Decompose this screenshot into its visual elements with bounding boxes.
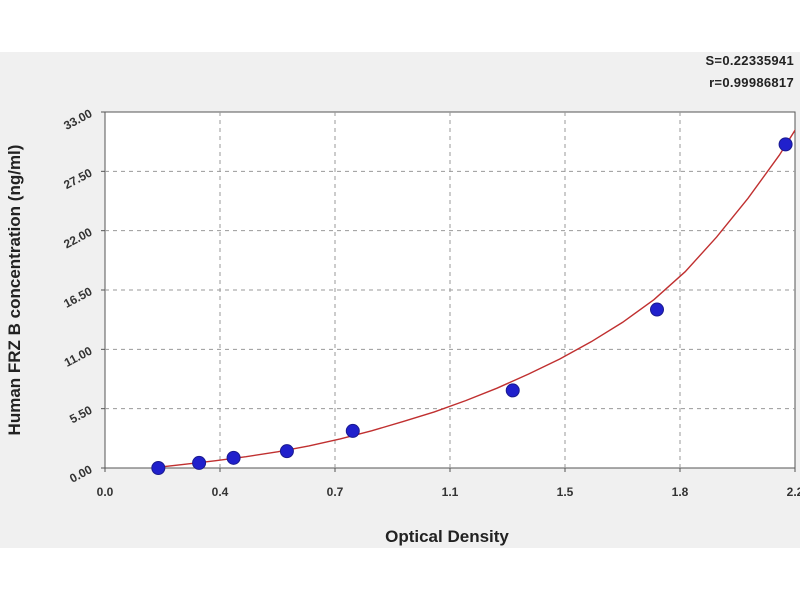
y-axis-title: Human FRZ B concentration (ng/ml) [5, 145, 24, 436]
data-point [345, 423, 360, 438]
x-axis-ticks: 0.0 0.4 0.7 1.1 1.5 1.8 2.2 [97, 468, 800, 499]
fit-s-value: S=0.22335941 [705, 53, 794, 68]
y-tick-label: 33.00 [61, 106, 94, 133]
x-axis-title: Optical Density [385, 527, 509, 546]
data-point [226, 450, 241, 465]
x-tick-label: 0.7 [327, 485, 344, 499]
x-tick-label: 2.2 [787, 485, 800, 499]
grid-lines [105, 112, 795, 468]
x-tick-label: 1.8 [672, 485, 689, 499]
data-point [279, 444, 294, 459]
data-point [505, 383, 520, 398]
fit-curve-line [151, 128, 795, 468]
y-tick-label: 5.50 [67, 403, 94, 426]
x-tick-label: 0.0 [97, 485, 114, 499]
y-axis-ticks: 0.00 5.50 11.00 16.50 22.00 27.50 33.00 [61, 106, 105, 486]
y-tick-label: 22.00 [61, 225, 94, 252]
x-tick-label: 0.4 [212, 485, 229, 499]
y-tick-label: 0.00 [67, 462, 94, 485]
data-point [192, 455, 207, 470]
y-tick-label: 11.00 [62, 343, 95, 369]
y-tick-label: 27.50 [61, 165, 94, 192]
data-point [151, 461, 166, 475]
data-point [778, 137, 793, 152]
data-points-layer [151, 137, 793, 475]
data-point [650, 302, 664, 317]
x-tick-label: 1.5 [557, 485, 574, 499]
x-tick-label: 1.1 [442, 485, 459, 499]
fit-r-value: r=0.99986817 [709, 75, 794, 90]
y-tick-label: 16.50 [61, 284, 94, 311]
fit-curve-layer [151, 128, 795, 468]
